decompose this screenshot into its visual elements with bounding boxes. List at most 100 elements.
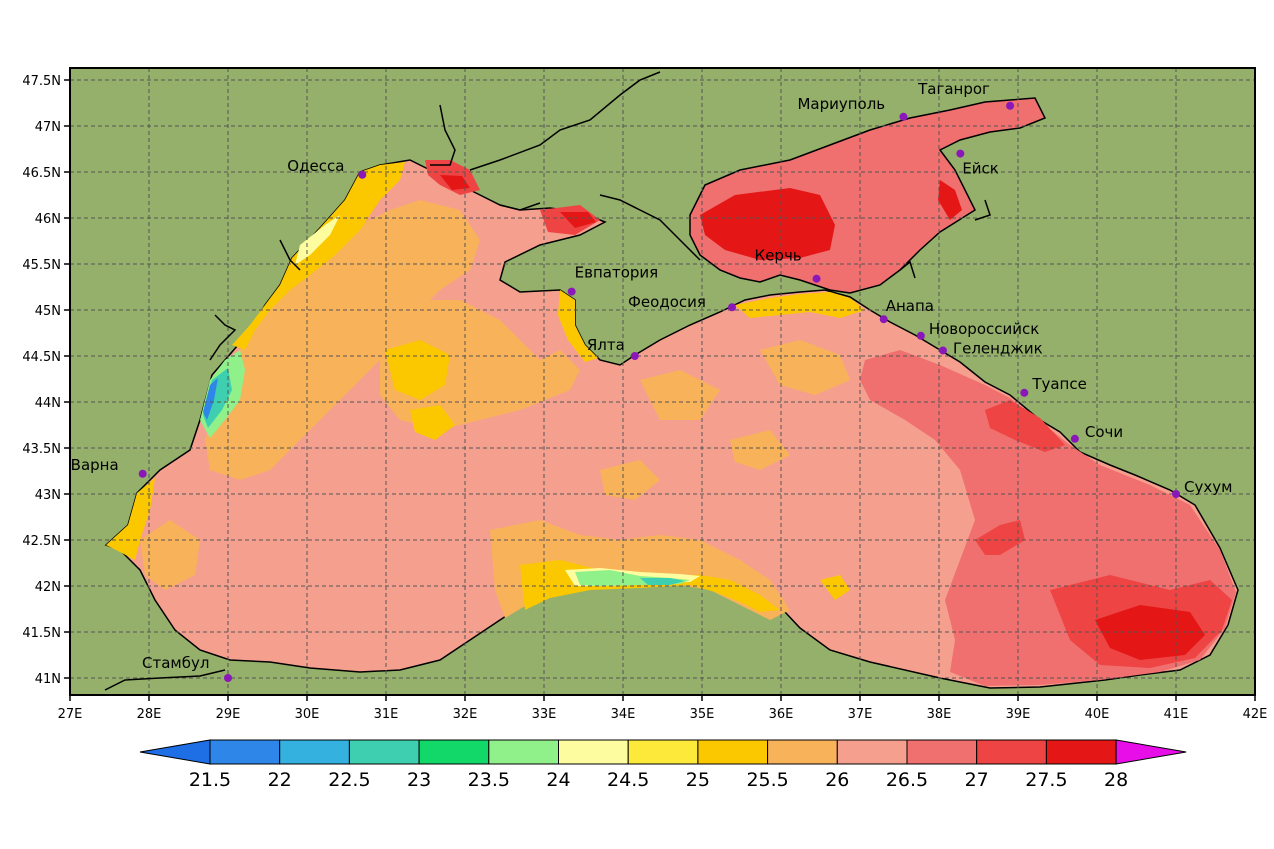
lat-tick-label: 46N [35, 212, 61, 227]
colorbar-label: 22 [268, 769, 292, 791]
colorbar-label: 26.5 [886, 769, 928, 791]
city-label: Ялта [587, 336, 625, 354]
sw-yellow-coast [106, 478, 155, 560]
colorbar-swatch [279, 739, 350, 765]
colorbar-swatch [836, 739, 908, 765]
colorbar-label: 28 [1104, 769, 1128, 791]
central-yellow-1 [385, 340, 450, 400]
orange-patch-e [730, 430, 790, 470]
colorbar-swatch [209, 739, 281, 765]
city-label: Сочи [1085, 423, 1123, 441]
colorbar-label: 25.5 [746, 769, 788, 791]
colorbar-label: 27.5 [1025, 769, 1067, 791]
colorbar-label: 23 [407, 769, 431, 791]
nw-yellow-coast [232, 162, 405, 350]
colorbar-label: 27 [965, 769, 989, 791]
kerch-yellow-coast [735, 292, 865, 318]
city-label: Таганрог [917, 80, 990, 98]
colorbar-label: 26 [825, 769, 849, 791]
colorbar-label: 25 [686, 769, 710, 791]
city-label: Феодосия [628, 293, 706, 311]
city-marker [899, 112, 908, 121]
south-cold-core [640, 578, 685, 585]
city-markers: Одесса Евпатория Феодосия Керчь Мариуполь Таг… [71, 80, 1232, 682]
colorbar-swatch [418, 739, 490, 765]
colorbar-swatch [976, 739, 1047, 765]
lat-tick-label: 43N [35, 488, 61, 503]
city-marker [879, 315, 888, 324]
south-orange-zone [490, 520, 790, 620]
lat-tick-label: 44N [35, 396, 61, 411]
city-marker [138, 469, 147, 478]
lon-tick-label: 37E [848, 707, 873, 722]
lat-tick-label: 41N [35, 672, 61, 687]
colorbar-swatch [906, 739, 978, 765]
colorbar-swatch [697, 739, 769, 765]
orange-patch-c [140, 520, 200, 590]
longitude-ticks: 27E 28E 29E 30E 31E 32E 33E 34E 35E 36E 37E 38E 39E 4… [58, 695, 1268, 722]
lon-tick-label: 31E [374, 707, 399, 722]
city-marker [812, 274, 821, 283]
lon-tick-label: 30E [295, 707, 320, 722]
city-marker [1172, 490, 1180, 498]
city-label: Варна [71, 456, 119, 474]
city-marker [916, 331, 925, 340]
city-label: Керчь [755, 247, 802, 265]
city-marker [938, 346, 947, 355]
lon-tick-label: 29E [216, 707, 241, 722]
lon-tick-label: 27E [58, 707, 83, 722]
lon-tick-label: 28E [137, 707, 162, 722]
lon-tick-label: 38E [927, 707, 952, 722]
lat-tick-label: 43.5N [22, 442, 61, 457]
lat-tick-label: 46.5N [22, 166, 61, 181]
colorbar-label: 24.5 [607, 769, 649, 791]
city-label: Стамбул [142, 654, 209, 672]
azov-hot-edge [938, 180, 962, 220]
city-marker [956, 149, 965, 158]
city-label: Геленджик [953, 339, 1043, 357]
orange-patch-b [760, 340, 850, 395]
colorbar-swatch [1045, 739, 1117, 765]
city-label: Одесса [287, 157, 344, 175]
colorbar-swatch [558, 739, 629, 765]
grid-lines [70, 68, 1255, 695]
lon-tick-label: 42E [1243, 707, 1268, 722]
colorbar-swatch [767, 739, 838, 765]
kalanchak-bay-core [560, 212, 596, 228]
city-label: Туапсе [1031, 375, 1087, 393]
city-marker [358, 170, 367, 179]
nw-light-yellow-strip [295, 215, 340, 265]
map-frame [69, 67, 1256, 696]
city-label: Новороссийск [929, 320, 1039, 338]
city-label: Ейск [962, 160, 999, 178]
west-cold-mid [203, 368, 232, 428]
colorbar-high-arrow [1115, 739, 1187, 765]
city-marker [728, 303, 737, 312]
lat-tick-label: 42N [35, 580, 61, 595]
orange-patch-d [600, 460, 660, 500]
colorbar-label: 23.5 [468, 769, 510, 791]
city-label: Мариуполь [797, 95, 885, 113]
sea-temperature-field [104, 97, 1239, 689]
colorbar-low-arrow [139, 739, 211, 765]
city-label: Евпатория [575, 264, 659, 282]
city-marker [630, 352, 639, 360]
lat-tick-label: 45.5N [22, 258, 61, 273]
yellow-patch-east [820, 575, 850, 600]
lat-tick-label: 41.5N [22, 626, 61, 641]
colorbar-label: 24 [546, 769, 570, 791]
lon-tick-label: 32E [453, 707, 478, 722]
lat-tick-label: 44.5N [22, 350, 61, 365]
latitude-ticks: 47.5N 47N 46.5N 46N 45.5N 45N 44.5N 44N 43.5N 43N… [22, 74, 70, 687]
city-label: Сухум [1184, 478, 1232, 496]
lon-tick-label: 40E [1085, 707, 1110, 722]
lon-tick-label: 34E [611, 707, 636, 722]
colorbar-label: 21.5 [189, 769, 231, 791]
azov-hot-core [700, 188, 835, 260]
lon-tick-label: 41E [1164, 707, 1189, 722]
city-marker [1006, 101, 1015, 110]
east-hot-patch-3 [985, 400, 1065, 452]
temperature-colorbar: 21.5 22 22.5 23 23.5 24 24.5 25 25.5 26 26.5 27 27.5… [139, 739, 1187, 791]
city-marker [1020, 388, 1029, 397]
